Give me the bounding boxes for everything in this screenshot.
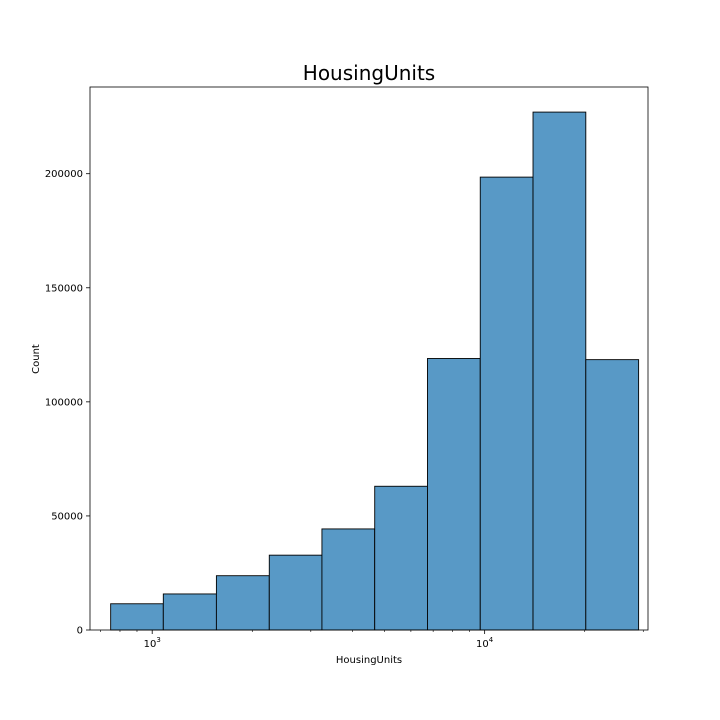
histogram-bar <box>215 575 270 631</box>
y-tick-label: 150000 <box>45 283 83 294</box>
x-tick-label: 103 <box>144 636 161 650</box>
y-tick-label: 100000 <box>45 397 83 408</box>
histogram-bar <box>162 593 217 631</box>
histogram-bar <box>374 485 428 631</box>
y-tick-label: 50000 <box>51 511 83 522</box>
histogram-bar <box>110 603 164 631</box>
x-axis-label: HousingUnits <box>336 655 402 666</box>
y-tick-label: 200000 <box>45 169 83 180</box>
y-axis-label: Count <box>31 344 42 374</box>
bars-group <box>110 111 640 631</box>
histogram-bar <box>532 111 587 631</box>
histogram-bar <box>427 358 481 631</box>
histogram-bar <box>268 554 323 631</box>
plot-frame <box>89 86 649 631</box>
ticks-group: 0 50000 100000 150000 200000 103 104 <box>45 169 644 650</box>
x-tick-label: 104 <box>476 636 494 650</box>
histogram-bar <box>479 176 534 631</box>
histogram-bar <box>585 359 640 631</box>
y-tick-label: 0 <box>77 626 83 637</box>
chart-title: HousingUnits <box>303 61 435 85</box>
histogram-bar <box>321 528 376 631</box>
